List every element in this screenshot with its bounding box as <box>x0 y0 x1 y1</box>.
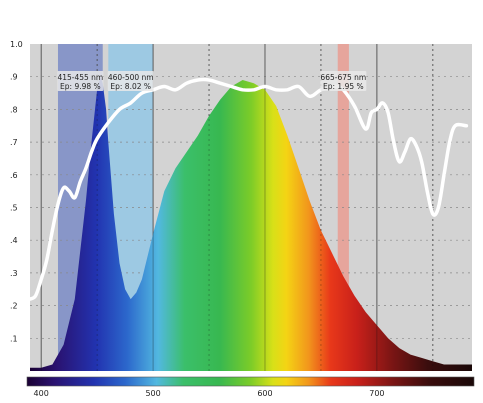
spectrum-area <box>30 76 472 371</box>
band-label-box-1 <box>107 71 154 91</box>
x-tick-label: 600 <box>257 389 272 398</box>
band-label-box-2 <box>320 71 367 91</box>
y-tick-label: .3 <box>10 269 18 278</box>
x-tick-label: 700 <box>369 389 384 398</box>
y-axis-ticks: .1 .2 .3 .4 .5 .6 .7 .8 .9 1.0 <box>10 40 23 343</box>
y-tick-label: .7 <box>10 138 18 147</box>
band-label-box-0 <box>57 71 104 91</box>
band-range-label-0: 415-455 nm <box>57 73 103 82</box>
band-value-label-1: Ep: 8.02 % <box>110 82 151 91</box>
x-axis-ticks: 400 500 600 700 <box>34 389 385 398</box>
x-tick-label: 400 <box>34 389 49 398</box>
y-tick-label: .9 <box>10 73 18 82</box>
y-tick-label: .8 <box>10 105 18 114</box>
band-range-label-2: 665-675 nm <box>320 73 366 82</box>
y-tick-label: .1 <box>10 334 18 343</box>
y-tick-label: .2 <box>10 302 18 311</box>
grid-overlay <box>40 44 434 371</box>
y-tick-label: .6 <box>10 171 18 180</box>
band-range-label-1: 460-500 nm <box>108 73 154 82</box>
band-value-label-0: Ep: 9.98 % <box>60 82 101 91</box>
x-tick-label: 500 <box>145 389 160 398</box>
y-tick-label: 1.0 <box>10 40 23 49</box>
band-value-label-2: Ep: 1.95 % <box>323 82 364 91</box>
white-curve-line <box>30 77 469 301</box>
color-bar <box>26 376 475 387</box>
y-tick-label: .4 <box>10 236 18 245</box>
y-tick-label: .5 <box>10 204 18 213</box>
